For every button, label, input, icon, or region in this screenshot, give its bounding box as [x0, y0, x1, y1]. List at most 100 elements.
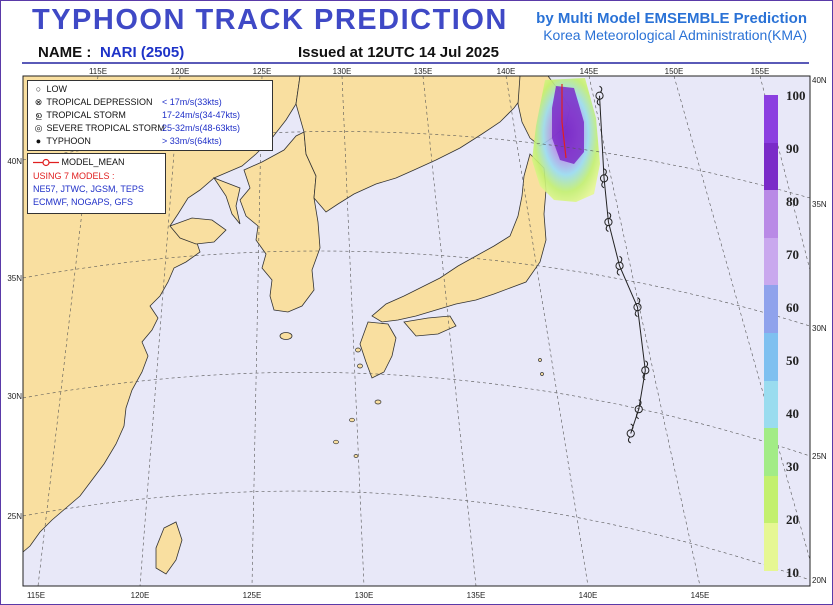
colorbar-label: 30: [786, 459, 799, 474]
legend-range-td: < 17m/s(33kts): [162, 97, 222, 107]
top-lon-tick: 115E: [89, 67, 107, 76]
page-title: TYPHOON TRACK PREDICTION: [32, 4, 508, 36]
bottom-lon-tick: 145E: [691, 591, 710, 600]
colorbar-segment: [764, 428, 778, 476]
colorbar-segment: [764, 190, 778, 238]
shikoku-island: [403, 315, 457, 337]
top-lon-tick: 140E: [497, 67, 516, 76]
colorbar-label: 50: [786, 353, 799, 368]
small-island: [540, 372, 544, 376]
small-island: [349, 417, 355, 423]
colorbar-label: 100: [786, 88, 806, 103]
intensity-legend: ○ LOW ⊗ TROPICAL DEPRESSION < 17m/s(33kt…: [27, 80, 273, 151]
typhoon-name-value: NARI (2505): [100, 44, 185, 61]
bottom-lon-tick: 115E: [27, 591, 45, 600]
legend-row-td: ⊗ TROPICAL DEPRESSION: [34, 97, 153, 107]
track-line: [599, 95, 646, 434]
colorbar-label: 70: [786, 247, 799, 262]
top-lon-tick: 150E: [665, 67, 684, 76]
legend-row-low: ○ LOW: [33, 83, 67, 96]
legend-row-ts: ഉ TROPICAL STORM: [33, 109, 126, 122]
map-border: [22, 75, 811, 587]
legend-range-ts: 17-24m/s(34-47kts): [162, 110, 241, 120]
colorbar-segment: [764, 333, 778, 381]
bottom-longitude-ticks: 115E 120E 125E 130E 135E 140E 145E: [27, 591, 709, 600]
model-list-line1: NE57, JTWC, JGSM, TEPS: [33, 184, 144, 194]
colorbar-segment: [764, 237, 778, 286]
track-point-storm-symbol: [604, 212, 613, 233]
legend-range-sts: 25-32m/s(48-63kts): [162, 123, 241, 133]
small-island: [333, 439, 339, 445]
right-lat-tick: 30N: [812, 324, 827, 333]
track-point-storm-symbol: [595, 85, 604, 106]
strike-probability-core: [552, 86, 584, 164]
top-lon-tick: 145E: [580, 67, 599, 76]
top-longitude-ticks: 115E 120E 125E 130E 135E 140E 145E 150E 155E: [89, 67, 769, 76]
model-legend: MODEL_MEAN USING 7 MODELS : NE57, JTWC, …: [27, 153, 166, 214]
legend-row-ty: ● TYPHOON: [33, 135, 91, 148]
bottom-lon-tick: 120E: [131, 591, 150, 600]
model-count-label: USING 7 MODELS :: [33, 171, 115, 181]
right-lat-tick: 25N: [812, 452, 827, 461]
model-list-line2: ECMWF, NOGAPS, GFS: [33, 197, 134, 207]
left-lat-tick: 40N: [7, 157, 22, 166]
russia-coast: [295, 76, 527, 213]
colorbar-segment: [764, 95, 778, 143]
legend-range-ty: > 33m/s(64kts): [162, 136, 222, 146]
taiwan-island: [155, 521, 183, 575]
track-point-storm-symbol: [626, 423, 635, 444]
left-lat-tick: 30N: [7, 392, 22, 401]
probability-colorbar: [764, 95, 778, 571]
typhoon-icon: ●: [35, 136, 42, 146]
shandong-peninsula: [169, 217, 227, 245]
top-lon-tick: 120E: [171, 67, 190, 76]
small-island: [353, 454, 359, 458]
track-point-storm-symbol: [634, 399, 643, 420]
track-point-storm-symbol: [615, 255, 624, 276]
colorbar-label: 40: [786, 406, 799, 421]
left-lat-tick: 35N: [7, 274, 22, 283]
right-lat-tick: 40N: [812, 76, 827, 85]
track-point-storm-symbol: [633, 297, 642, 318]
low-icon: ○: [35, 84, 42, 94]
kyushu-island: [359, 321, 397, 379]
colorbar-segment: [764, 523, 778, 571]
tropical-depression-icon: ⊗: [34, 97, 43, 107]
honshu-island: [371, 153, 547, 323]
tropical-storm-icon: ഉ: [35, 110, 42, 120]
jeju-island: [279, 332, 293, 340]
model-mean-line: [561, 84, 567, 159]
bottom-lon-tick: 140E: [579, 591, 598, 600]
small-island: [355, 347, 361, 353]
typhoon-name-label: NAME :: [38, 44, 92, 61]
colorbar-segment: [764, 142, 778, 191]
colorbar-label: 60: [786, 300, 799, 315]
right-latitude-ticks: 40N 35N 30N 25N 20N: [812, 76, 827, 585]
header-divider: [22, 62, 809, 64]
latitude-gridlines: [23, 131, 810, 581]
bottom-lon-tick: 135E: [467, 591, 486, 600]
small-island: [538, 358, 542, 362]
colorbar-segment: [764, 285, 778, 333]
small-island: [374, 399, 382, 405]
left-lat-tick: 25N: [7, 512, 22, 521]
organization-name: Korea Meteorological Administration(KMA): [543, 27, 807, 43]
right-lat-tick: 35N: [812, 200, 827, 209]
left-latitude-ticks: 40N 35N 30N 25N: [7, 157, 22, 521]
bottom-lon-tick: 130E: [355, 591, 374, 600]
model-mean-legend: MODEL_MEAN: [33, 156, 125, 169]
colorbar-label: 80: [786, 194, 799, 209]
colorbar-label: 90: [786, 141, 799, 156]
small-island: [357, 363, 363, 369]
issued-time: Issued at 12UTC 14 Jul 2025: [298, 44, 499, 61]
top-lon-tick: 135E: [414, 67, 433, 76]
bottom-lon-tick: 125E: [243, 591, 262, 600]
colorbar-label: 10: [786, 565, 799, 580]
forecast-track: [595, 85, 650, 444]
top-lon-tick: 130E: [333, 67, 352, 76]
legend-row-sts: ◎ SEVERE TROPICAL STORM: [34, 123, 165, 133]
colorbar-segment: [764, 380, 778, 429]
track-point-storm-symbol: [641, 360, 650, 381]
severe-tropical-storm-icon: ◎: [34, 123, 43, 133]
method-subtitle: by Multi Model EMSEMBLE Prediction: [536, 10, 807, 27]
